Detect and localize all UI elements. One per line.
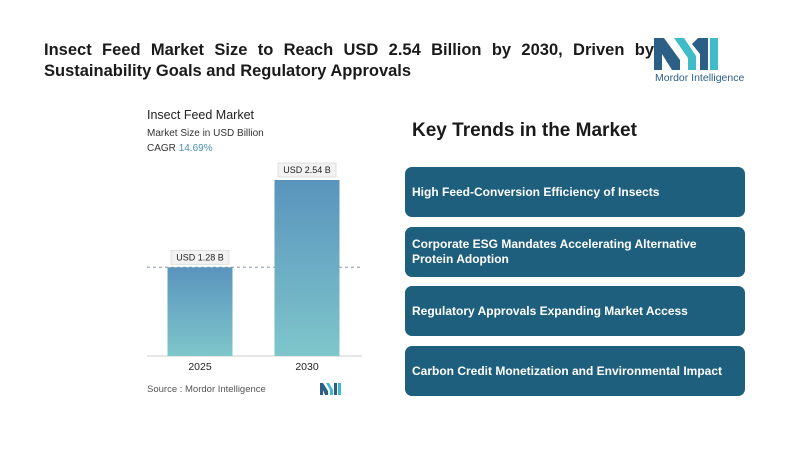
logo-text: Mordor Intelligence [655,72,745,84]
trend-item: Corporate ESG Mandates Accelerating Alte… [405,227,745,277]
chart-subtitle: Market Size in USD Billion [147,128,264,139]
bar [274,180,340,356]
mordor-mini-logo-icon [320,382,342,400]
trend-item: High Feed-Conversion Efficiency of Insec… [405,167,745,217]
bar [167,267,233,356]
x-tick-label: 2030 [295,361,319,373]
trend-item: Carbon Credit Monetization and Environme… [405,346,745,396]
mordor-intelligence-logo [652,34,742,86]
trend-item: Regulatory Approvals Expanding Market Ac… [405,286,745,336]
data-label: USD 1.28 B [176,252,224,262]
cagr-value: 14.69% [178,143,213,154]
source-note: Source : Mordor Intelligence [147,384,266,395]
cagr-label: CAGR [147,143,176,154]
trends-title: Key Trends in the Market [412,120,637,141]
data-label-box [170,249,230,265]
x-tick-label: 2025 [188,361,212,373]
chart-header: Insect Feed Market Market Size in USD Bi… [147,108,264,154]
data-label: USD 2.54 B [283,165,331,175]
cagr: CAGR 14.69% [147,143,264,154]
data-label-box [277,162,337,178]
headline: Insect Feed Market Size to Reach USD 2.5… [44,41,654,80]
chart-title: Insect Feed Market [147,108,254,122]
